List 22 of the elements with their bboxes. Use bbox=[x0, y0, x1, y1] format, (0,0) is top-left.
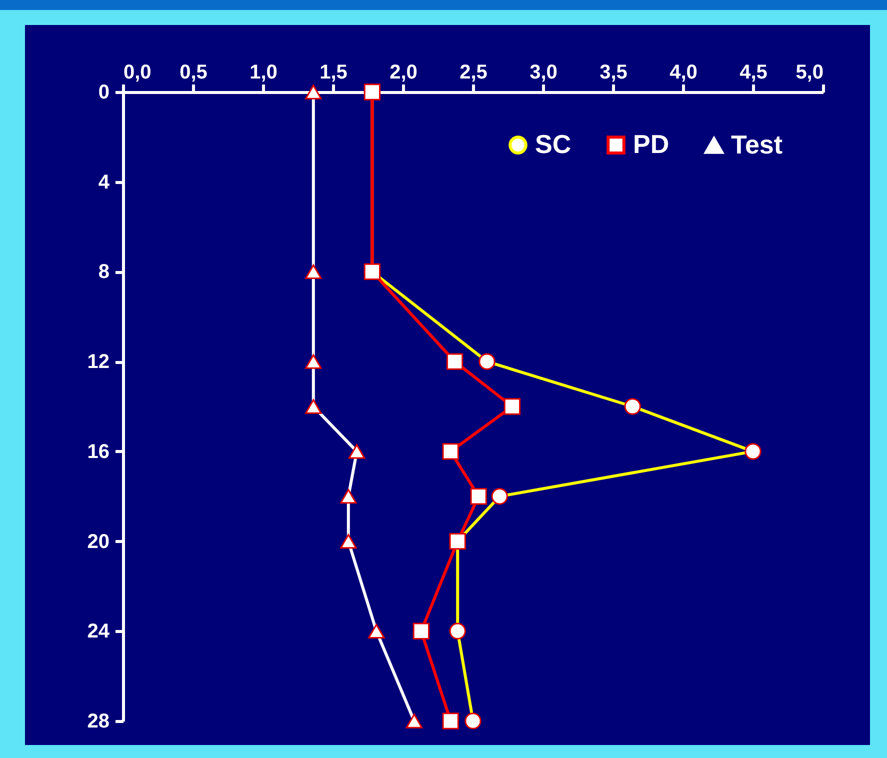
legend-label: PD bbox=[633, 129, 670, 160]
x-tick-label: 0,0 bbox=[124, 62, 152, 84]
y-tick-label: 16 bbox=[87, 440, 110, 463]
y-tick-label: 4 bbox=[98, 171, 110, 194]
legend-label: SC bbox=[535, 129, 572, 160]
x-tick-label: 0,5 bbox=[180, 62, 208, 84]
legend-label: Test bbox=[731, 130, 783, 160]
x-tick-label: 3,5 bbox=[600, 62, 628, 84]
x-tick-label: 3,0 bbox=[530, 62, 558, 84]
x-tick-label: 1,5 bbox=[320, 62, 348, 84]
x-tick-label: 4,5 bbox=[740, 62, 768, 84]
y-tick-label: 8 bbox=[98, 261, 110, 284]
y-tick-label: 12 bbox=[87, 351, 110, 374]
x-tick-label: 2,0 bbox=[390, 62, 418, 84]
x-tick-label: 5,0 bbox=[796, 62, 824, 84]
x-tick-label: 4,0 bbox=[670, 62, 698, 84]
x-tick-label: 1,0 bbox=[250, 62, 278, 84]
y-tick-label: 0 bbox=[98, 82, 110, 104]
x-tick-label: 2,5 bbox=[460, 62, 488, 84]
y-tick-label: 24 bbox=[87, 620, 110, 643]
y-tick-label: 28 bbox=[87, 710, 110, 732]
y-tick-label: 20 bbox=[87, 530, 110, 553]
